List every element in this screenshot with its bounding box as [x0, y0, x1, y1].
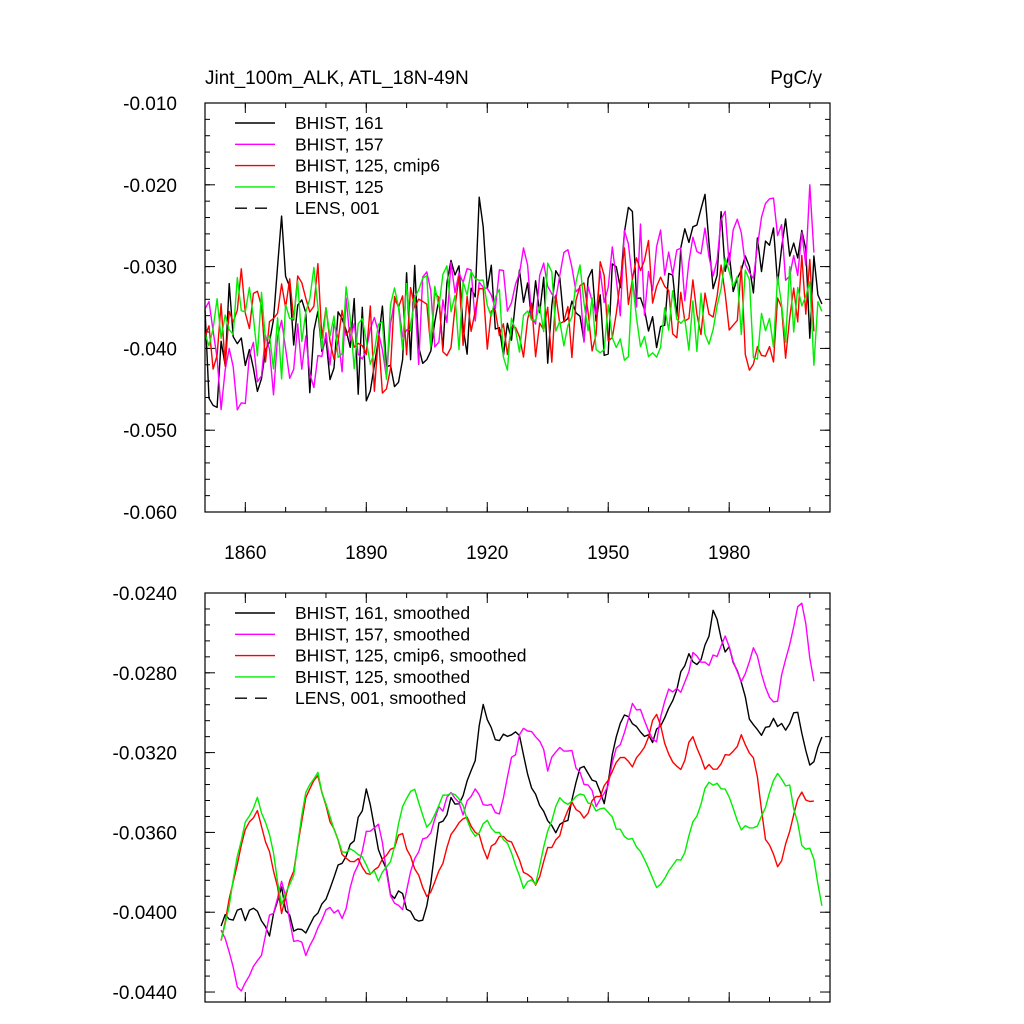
series-line-bhist-161 [204, 193, 823, 409]
legend-label: BHIST, 157, smoothed [295, 624, 470, 644]
y-tick-label: -0.0280 [113, 664, 177, 685]
bottom-series-group [220, 602, 823, 992]
x-tick-label: 1890 [345, 543, 387, 564]
top-panel-title: Jint_100m_ALK, ATL_18N-49N [205, 68, 469, 89]
y-tick-label: -0.060 [123, 503, 177, 524]
x-tick-label: 1980 [708, 543, 750, 564]
legend-label: BHIST, 161, smoothed [295, 603, 470, 623]
series-line-bhist-161-smoothed [220, 609, 823, 937]
bottom-panel: -0.0440 -0.0400 -0.0360 -0.0320 -0.0280 -0.02… [113, 584, 831, 1004]
legend-label: BHIST, 157 [295, 134, 384, 154]
legend-label: BHIST, 125, cmip6, smoothed [295, 646, 527, 666]
legend-label: BHIST, 161 [295, 113, 384, 133]
legend-label: BHIST, 125 [295, 177, 384, 197]
top-panel: Jint_100m_ALK, ATL_18N-49N PgC/y -0.060-… [123, 68, 831, 564]
y-tick-label: -0.030 [123, 258, 177, 279]
x-tick-label: 1860 [224, 543, 266, 564]
top-series-group [204, 184, 823, 411]
x-tick-label: 1920 [466, 543, 508, 564]
top-axes-ticks: -0.060 -0.050 -0.040 -0.030 -0.020 -0.010 1860… [123, 94, 830, 564]
top-plot-frame [204, 102, 831, 513]
legend-label: LENS, 001 [295, 198, 380, 218]
y-tick-label: -0.040 [123, 339, 177, 360]
top-panel-units: PgC/y [770, 68, 822, 89]
y-tick-label: -0.0440 [113, 983, 177, 1004]
y-tick-label: -0.0320 [113, 744, 177, 765]
y-tick-label: -0.0360 [113, 823, 177, 844]
legend-label: LENS, 001, smoothed [295, 688, 466, 708]
bottom-plot-frame [204, 592, 831, 1003]
legend-label: BHIST, 125, cmip6 [295, 156, 440, 176]
y-tick-label: -0.020 [123, 176, 177, 197]
legend-label: BHIST, 125, smoothed [295, 667, 470, 687]
y-tick-label: -0.050 [123, 421, 177, 442]
y-tick-label: -0.0400 [113, 903, 177, 924]
series-line-bhist-157 [204, 184, 815, 411]
series-line-bhist-157-smoothed [220, 602, 815, 992]
y-tick-label: -0.010 [123, 94, 177, 115]
series-line-bhist-125 [204, 257, 823, 380]
y-tick-label: -0.0240 [113, 584, 177, 605]
bottom-axes-ticks: -0.0440 -0.0400 -0.0360 -0.0320 -0.0280 -0.02… [113, 584, 830, 1004]
x-tick-label: 1950 [587, 543, 629, 564]
series-line-bhist-125-smoothed [220, 771, 823, 941]
